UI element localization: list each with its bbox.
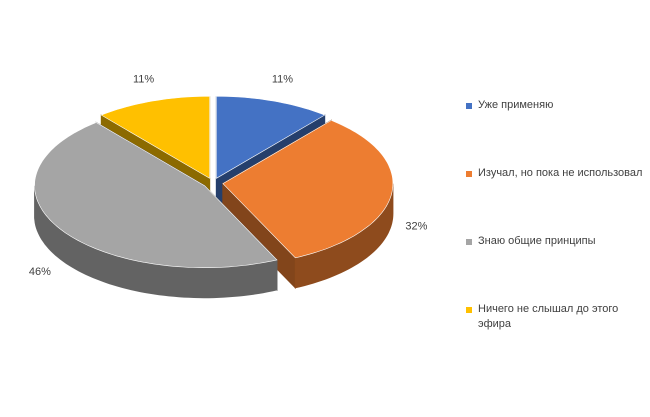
slice — [100, 96, 210, 179]
legend-swatch — [466, 171, 472, 177]
legend-swatch — [466, 307, 472, 313]
slice — [34, 122, 278, 269]
data-label: 11% — [133, 73, 154, 85]
legend-item: Знаю общие принципы — [466, 234, 646, 249]
data-label: 32% — [405, 221, 427, 233]
legend-item: Уже применяю — [466, 98, 646, 113]
legend-label: Ничего не слышал до этого эфира — [478, 303, 619, 330]
legend-item: Изучал, но пока не использовал — [466, 166, 646, 181]
slice — [222, 120, 394, 259]
legend-item: Ничего не слышал до этого эфира — [466, 302, 646, 332]
legend-label: Изучал, но пока не использовал — [478, 167, 643, 179]
legend-label: Знаю общие принципы — [478, 235, 596, 247]
data-label: 46% — [29, 266, 51, 278]
legend-swatch — [466, 239, 472, 245]
data-label: 11% — [272, 73, 293, 85]
legend-swatch — [466, 103, 472, 109]
slice — [216, 96, 326, 179]
legend-label: Уже применяю — [478, 99, 554, 111]
